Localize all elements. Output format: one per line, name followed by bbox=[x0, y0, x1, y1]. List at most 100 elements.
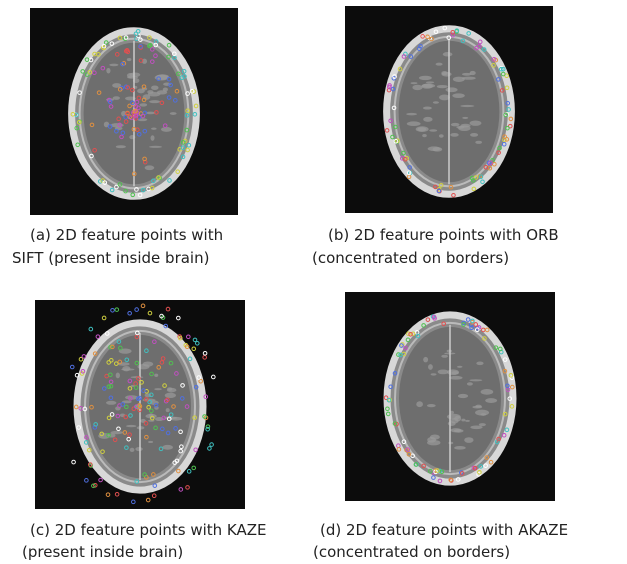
sulcus bbox=[462, 117, 468, 119]
sulcus bbox=[154, 388, 162, 390]
sulcus bbox=[470, 120, 482, 125]
sulcus bbox=[416, 401, 423, 407]
sulcus bbox=[151, 135, 155, 141]
sulcus bbox=[427, 440, 440, 445]
figure: (a) 2D feature points with SIFT (present… bbox=[0, 0, 627, 564]
sulcus bbox=[458, 394, 468, 398]
sulcus bbox=[460, 105, 474, 107]
sulcus bbox=[116, 373, 120, 379]
sulcus bbox=[106, 401, 116, 405]
sulcus bbox=[166, 408, 170, 412]
sulcus bbox=[149, 146, 162, 148]
sulcus bbox=[447, 369, 459, 375]
sulcus bbox=[465, 420, 470, 422]
image-kaze bbox=[35, 300, 245, 509]
sulcus bbox=[436, 63, 443, 66]
sulcus bbox=[476, 361, 483, 365]
caption-line: (concentrated on borders) bbox=[313, 541, 510, 563]
sulcus bbox=[165, 393, 176, 398]
sulcus bbox=[452, 93, 464, 98]
sulcus bbox=[437, 85, 448, 88]
sulcus bbox=[167, 388, 177, 392]
caption-line: (present inside brain) bbox=[22, 541, 183, 563]
sulcus bbox=[426, 81, 434, 83]
sulcus bbox=[109, 64, 118, 67]
sulcus bbox=[111, 431, 123, 434]
sulcus bbox=[116, 145, 126, 148]
sulcus bbox=[451, 123, 460, 127]
caption-line: (b) 2D feature points with ORB bbox=[328, 224, 559, 246]
sulcus bbox=[416, 126, 429, 132]
image-orb bbox=[345, 6, 553, 213]
sulcus bbox=[127, 58, 132, 61]
sulcus bbox=[412, 85, 422, 90]
sulcus bbox=[106, 68, 110, 74]
sulcus bbox=[154, 374, 158, 377]
sulcus bbox=[451, 418, 459, 423]
sulcus bbox=[462, 77, 476, 80]
sulcus bbox=[431, 373, 437, 375]
sulcus bbox=[130, 448, 135, 452]
sulcus bbox=[170, 112, 177, 115]
sulcus bbox=[475, 141, 482, 144]
sulcus bbox=[428, 364, 433, 370]
sulcus bbox=[430, 434, 440, 439]
image-sift bbox=[30, 8, 238, 215]
sulcus bbox=[441, 72, 451, 77]
sulcus bbox=[470, 133, 478, 137]
sulcus bbox=[151, 128, 157, 130]
sulcus bbox=[151, 86, 159, 90]
sulcus bbox=[423, 117, 432, 122]
caption-line: (d) 2D feature points with AKAZE bbox=[320, 519, 568, 541]
sulcus bbox=[423, 357, 428, 363]
sulcus bbox=[441, 355, 448, 358]
sulcus bbox=[464, 437, 473, 443]
sulcus bbox=[135, 447, 143, 451]
sulcus bbox=[423, 107, 432, 110]
sulcus bbox=[472, 406, 482, 409]
sulcus bbox=[406, 113, 417, 115]
sulcus bbox=[462, 73, 472, 76]
caption-line: SIFT (present inside brain) bbox=[12, 247, 209, 269]
sulcus bbox=[481, 389, 494, 395]
sulcus bbox=[427, 404, 436, 407]
sulcus bbox=[449, 376, 463, 380]
sulcus bbox=[410, 82, 417, 84]
sulcus bbox=[407, 121, 421, 126]
sulcus bbox=[448, 442, 453, 444]
sulcus bbox=[162, 445, 173, 450]
sulcus bbox=[433, 101, 439, 103]
sulcus bbox=[422, 134, 427, 137]
sulcus bbox=[147, 90, 153, 94]
sulcus bbox=[148, 441, 153, 443]
sulcus bbox=[161, 127, 172, 132]
sulcus bbox=[469, 379, 482, 381]
sulcus bbox=[421, 84, 433, 89]
caption-line: (c) 2D feature points with KAZE bbox=[30, 519, 267, 541]
sulcus bbox=[113, 96, 120, 100]
sulcus bbox=[443, 52, 453, 56]
sulcus bbox=[467, 382, 473, 385]
sulcus bbox=[479, 423, 486, 426]
sulcus bbox=[439, 134, 444, 137]
sulcus bbox=[428, 146, 441, 151]
sulcus bbox=[450, 428, 461, 432]
sulcus bbox=[485, 398, 497, 403]
sulcus bbox=[149, 100, 160, 103]
sulcus bbox=[450, 133, 458, 137]
sulcus bbox=[126, 425, 136, 427]
sulcus bbox=[419, 76, 432, 80]
sulcus bbox=[480, 413, 486, 416]
sulcus bbox=[143, 94, 151, 100]
sulcus bbox=[139, 103, 147, 106]
sulcus bbox=[470, 425, 482, 429]
sulcus bbox=[454, 446, 466, 450]
caption-line: (concentrated on borders) bbox=[312, 247, 509, 269]
image-akaze bbox=[345, 292, 555, 501]
sulcus bbox=[460, 124, 470, 128]
sulcus bbox=[445, 87, 457, 92]
sulcus bbox=[457, 366, 463, 368]
sulcus bbox=[438, 369, 449, 374]
caption-line: (a) 2D feature points with bbox=[30, 224, 223, 246]
sulcus bbox=[429, 129, 437, 132]
